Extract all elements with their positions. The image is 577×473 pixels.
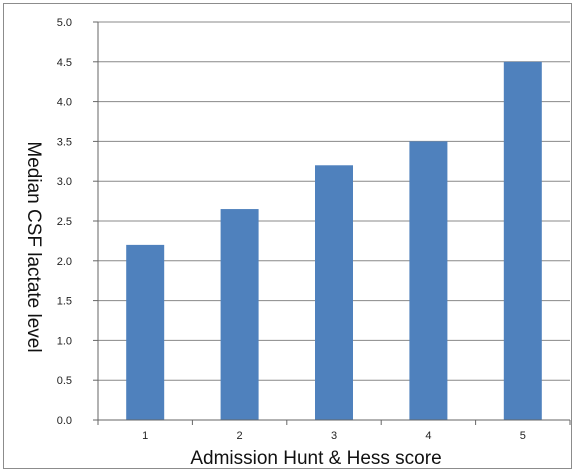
bar-3 [315,165,353,420]
y-tick-label: 4.0 [57,97,72,109]
x-tick-labels: 1 2 3 4 5 [142,430,526,442]
y-tick-label: 3.5 [57,136,72,148]
bar-2 [220,209,259,420]
y-axis-title: Median CSF lactate level [23,141,44,352]
x-tick-label: 2 [237,430,243,442]
y-tick-label: 3.0 [57,176,72,188]
y-tick-label: 5.0 [57,17,72,29]
y-tick-label: 1.5 [57,296,72,308]
bar-4 [409,141,448,420]
x-tick-label: 1 [142,430,148,442]
bar-5 [503,61,542,421]
bars [126,61,542,421]
x-tick-label: 3 [331,430,337,442]
x-tick-label: 5 [520,430,526,442]
x-axis-title: Admission Hunt & Hess score [190,448,441,469]
y-tick-label: 0.5 [57,375,72,387]
axes [93,21,571,425]
bar-1 [126,244,165,420]
gridlines [98,21,570,381]
y-tick-label: 2.0 [57,256,72,268]
x-tick-label: 4 [425,430,431,442]
y-tick-labels: 0.0 0.5 1.0 1.5 2.0 2.5 3.0 3.5 4.0 4.5 5.0 [57,17,72,427]
y-tick-label: 0.0 [57,415,72,427]
y-tick-label: 2.5 [57,216,72,228]
y-tick-label: 4.5 [57,57,72,69]
y-tick-label: 1.0 [57,335,72,347]
